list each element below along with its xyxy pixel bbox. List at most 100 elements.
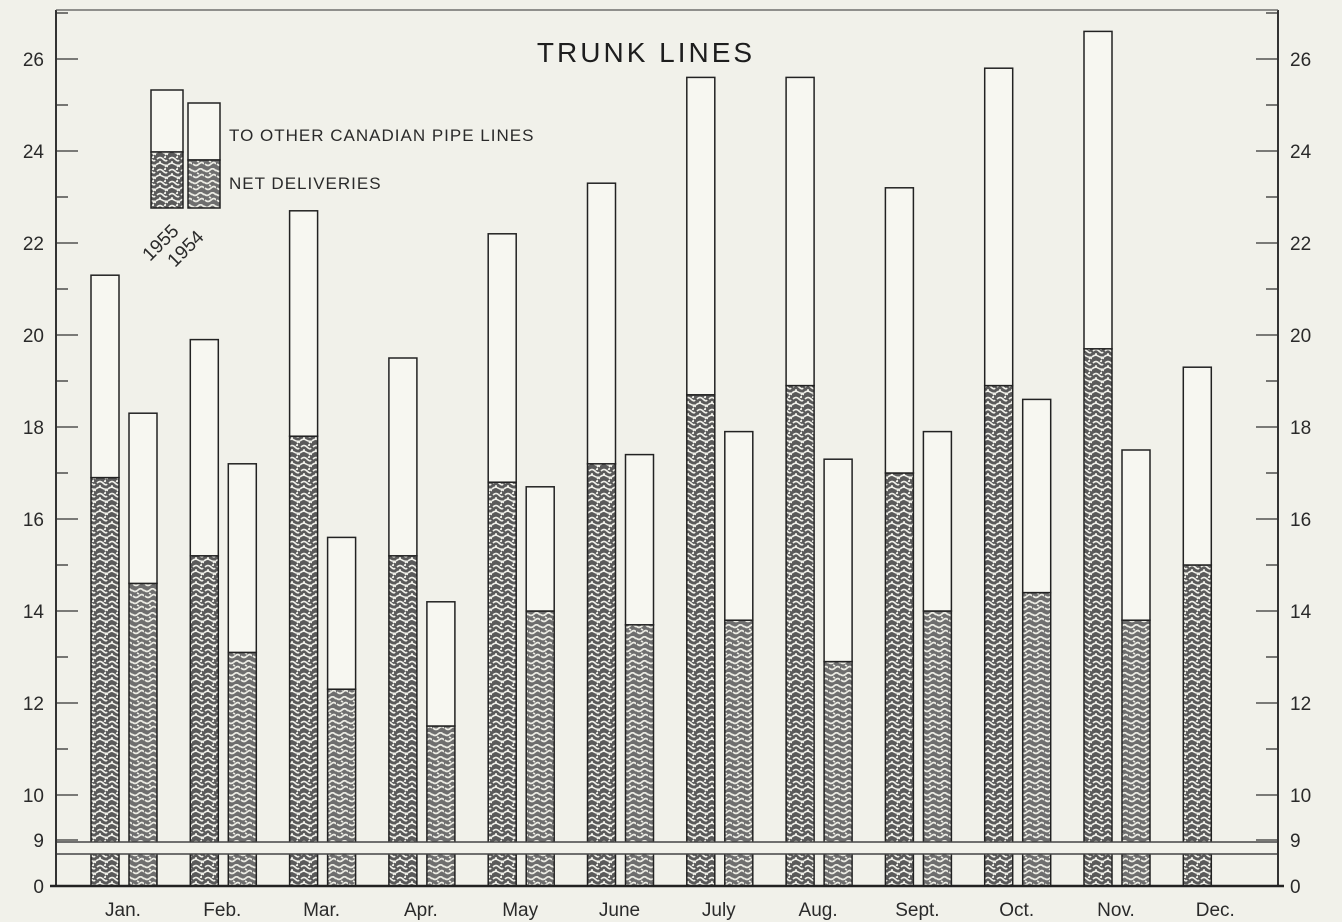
y-tick-label-right: 18: [1290, 418, 1311, 439]
bar-1954-0-net-deliveries: [128, 582, 158, 887]
bar-1955-5-to-other-pipe-lines: [586, 182, 617, 465]
bar-1955-8-to-other-pipe-lines: [884, 187, 915, 474]
x-tick-label: June: [599, 900, 640, 921]
bar-1955-6-net-deliveries: [686, 394, 716, 887]
y-tick-label-left: 20: [23, 326, 44, 347]
axis-break: [56, 841, 1278, 855]
y-tick-label-left: 9: [33, 831, 44, 852]
bar-1954-0: [128, 412, 158, 887]
bar-1954-0-to-other-pipe-lines: [128, 412, 158, 585]
bar-1954-3-to-other-pipe-lines: [426, 601, 456, 727]
bar-1955-3: [388, 357, 418, 887]
bar-1954-6: [724, 430, 754, 887]
bar-1955-11-net-deliveries: [1182, 564, 1213, 887]
bar-1954-5: [624, 453, 655, 887]
bar-1955-0-to-other-pipe-lines: [90, 274, 120, 479]
legend-swatch-1954-other: [187, 102, 221, 161]
axes-group: Jan. Feb. Mar. Apr. May June July Aug. Sept. Oct.…: [23, 9, 1312, 921]
bar-1954-4-net-deliveries: [525, 610, 555, 887]
legend: TO OTHER CANADIAN PIPE LINES NET DELIVERI…: [139, 89, 534, 272]
y-tick-label-right: 9: [1290, 831, 1301, 852]
bar-1954-5-to-other-pipe-lines: [624, 453, 655, 626]
legend-swatch-1955-net: [150, 151, 184, 209]
x-tick-label: Nov.: [1097, 900, 1135, 921]
x-tick-label: Feb.: [203, 900, 241, 921]
x-tick-label: Mar.: [303, 900, 340, 921]
bar-1955-7: [785, 76, 815, 887]
y-tick-label-left: 26: [23, 50, 44, 71]
bar-1955-8-net-deliveries: [884, 472, 915, 887]
bar-1954-10-to-other-pipe-lines: [1121, 449, 1151, 621]
bar-1954-2-to-other-pipe-lines: [326, 536, 357, 690]
legend-label-other-pipe-lines: TO OTHER CANADIAN PIPE LINES: [229, 126, 534, 145]
bar-1955-10: [1083, 30, 1113, 887]
bar-1954-1: [227, 463, 258, 887]
legend-swatch-1955-other: [150, 89, 184, 153]
y-tick-label-left: 18: [23, 418, 44, 439]
bar-1954-3: [426, 601, 456, 887]
bar-1955-9-to-other-pipe-lines: [983, 67, 1014, 387]
x-tick-label: Oct.: [999, 900, 1034, 921]
bar-1954-6-to-other-pipe-lines: [724, 430, 754, 621]
bar-1954-2: [326, 536, 357, 887]
y-tick-label-right: 26: [1290, 50, 1311, 71]
bar-1954-9-to-other-pipe-lines: [1021, 398, 1052, 594]
x-tick-label: Sept.: [895, 900, 939, 921]
bar-1955-6: [686, 76, 716, 887]
bar-1955-2-to-other-pipe-lines: [288, 210, 319, 437]
y-tick-label-left: 14: [23, 602, 45, 623]
bar-1954-8: [922, 430, 953, 887]
bar-1955-2-net-deliveries: [288, 435, 319, 887]
bar-1955-4-to-other-pipe-lines: [487, 233, 517, 483]
bar-1954-2-net-deliveries: [326, 688, 357, 887]
bar-1955-8: [884, 187, 915, 887]
bar-1955-4: [487, 233, 517, 887]
bar-1955-5: [586, 182, 617, 887]
bar-1955-1-to-other-pipe-lines: [189, 338, 220, 557]
bar-1954-10: [1121, 449, 1151, 887]
y-tick-label-right: 24: [1290, 142, 1312, 163]
bar-1955-1-net-deliveries: [189, 555, 220, 887]
y-tick-label-left: 22: [23, 234, 44, 255]
bar-1955-10-to-other-pipe-lines: [1083, 30, 1113, 350]
bar-1955-2: [288, 210, 319, 887]
bar-1955-0-net-deliveries: [90, 476, 120, 887]
x-tick-label: Dec.: [1196, 900, 1235, 921]
bar-1955-10-net-deliveries: [1083, 348, 1113, 887]
bar-1955-3-net-deliveries: [388, 555, 418, 887]
bar-1954-4: [525, 486, 555, 887]
x-tick-label: Apr.: [404, 900, 438, 921]
legend-label-net-deliveries: NET DELIVERIES: [229, 174, 382, 193]
bar-1955-4-net-deliveries: [487, 481, 517, 887]
y-tick-label-left: 12: [23, 694, 44, 715]
bar-1955-9: [983, 67, 1014, 887]
y-tick-label-right: 14: [1290, 602, 1312, 623]
y-tick-label-right: 12: [1290, 694, 1311, 715]
bar-1954-4-to-other-pipe-lines: [525, 486, 555, 612]
y-tick-label-right: 16: [1290, 510, 1311, 531]
y-tick-label-right: 20: [1290, 326, 1311, 347]
bar-1955-11-to-other-pipe-lines: [1182, 366, 1213, 566]
chart-title: TRUNK LINES: [537, 37, 755, 68]
y-tick-label-left: 10: [23, 786, 44, 807]
bar-1955-5-net-deliveries: [586, 463, 617, 887]
bar-1955-0: [90, 274, 120, 887]
y-tick-label-right: 10: [1290, 786, 1311, 807]
x-tick-label: July: [702, 900, 736, 921]
bar-1955-1: [189, 338, 220, 887]
bar-1955-11: [1182, 366, 1213, 887]
y-tick-label-right: 0: [1290, 877, 1301, 898]
y-tick-label-right: 22: [1290, 234, 1311, 255]
plot-area: [56, 10, 1278, 886]
bar-1955-9-net-deliveries: [983, 384, 1014, 887]
bar-1954-9-net-deliveries: [1021, 591, 1052, 887]
bar-1955-7-to-other-pipe-lines: [785, 76, 815, 387]
bar-1955-3-to-other-pipe-lines: [388, 357, 418, 557]
bars-group: [90, 30, 1213, 887]
x-tick-label: Jan.: [105, 900, 141, 921]
legend-swatch-1954-net: [187, 159, 221, 209]
bar-1954-8-to-other-pipe-lines: [922, 430, 953, 612]
x-tick-label: May: [502, 900, 538, 921]
bar-1954-7: [823, 458, 853, 887]
